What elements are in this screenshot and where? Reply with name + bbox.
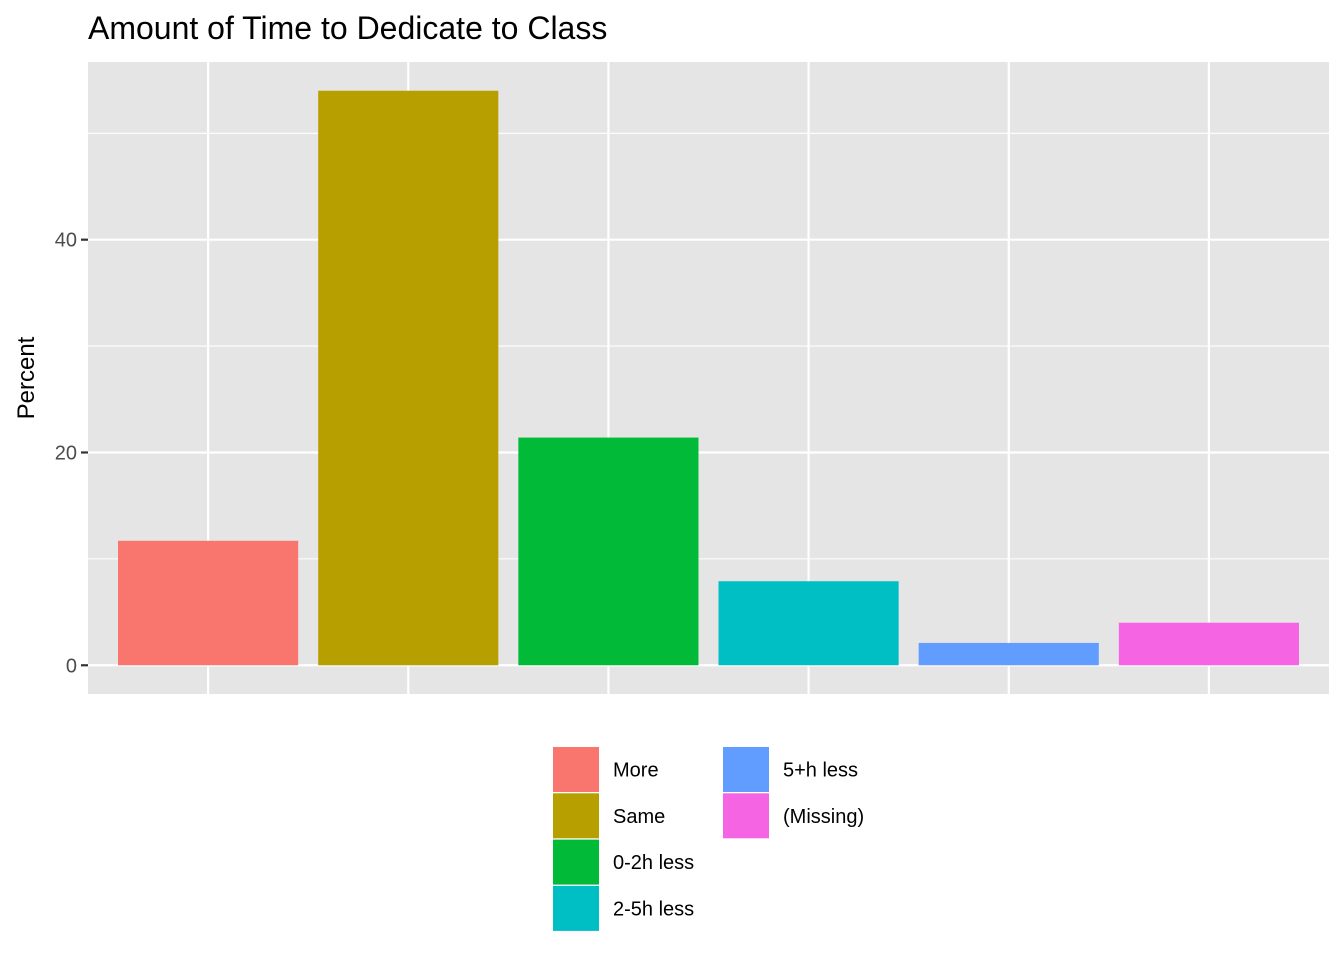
chart-title: Amount of Time to Dedicate to Class <box>88 10 607 46</box>
legend-label: 5+h less <box>783 760 858 782</box>
y-tick-label: 40 <box>55 230 77 252</box>
legend-item-more: More <box>553 747 659 792</box>
bar-2-5h-less <box>718 581 899 666</box>
bar-same <box>318 90 499 666</box>
legend-item-2-5h-less: 2-5h less <box>553 885 694 931</box>
legend-item-5-h-less: 5+h less <box>723 747 858 792</box>
legend-key <box>553 747 599 792</box>
legend-key <box>553 793 599 839</box>
legend-key <box>723 747 769 792</box>
legend-label: More <box>613 760 659 782</box>
bar-missing <box>1118 622 1299 666</box>
legend-key <box>553 885 599 931</box>
bars <box>118 90 1299 666</box>
legend-item-0-2h-less: 0-2h less <box>553 839 694 885</box>
legend-item-missing: (Missing) <box>723 793 864 839</box>
legend-label: 0-2h less <box>613 852 694 874</box>
bar-more <box>118 540 299 666</box>
y-axis-title: Percent <box>13 336 40 419</box>
y-tick-label: 0 <box>66 655 77 677</box>
legend-label: 2-5h less <box>613 898 694 920</box>
legend-item-same: Same <box>553 793 665 839</box>
y-axis: 0 20 40 <box>55 230 88 677</box>
legend: More Same 0-2h less 2-5h less 5+h less (Missi… <box>553 747 864 931</box>
bar-5-h-less <box>918 642 1099 666</box>
legend-key <box>553 839 599 885</box>
legend-key <box>723 793 769 839</box>
legend-label: (Missing) <box>783 806 864 828</box>
legend-label: Same <box>613 806 665 828</box>
y-tick-label: 20 <box>55 442 77 464</box>
bar-0-2h-less <box>518 437 699 666</box>
